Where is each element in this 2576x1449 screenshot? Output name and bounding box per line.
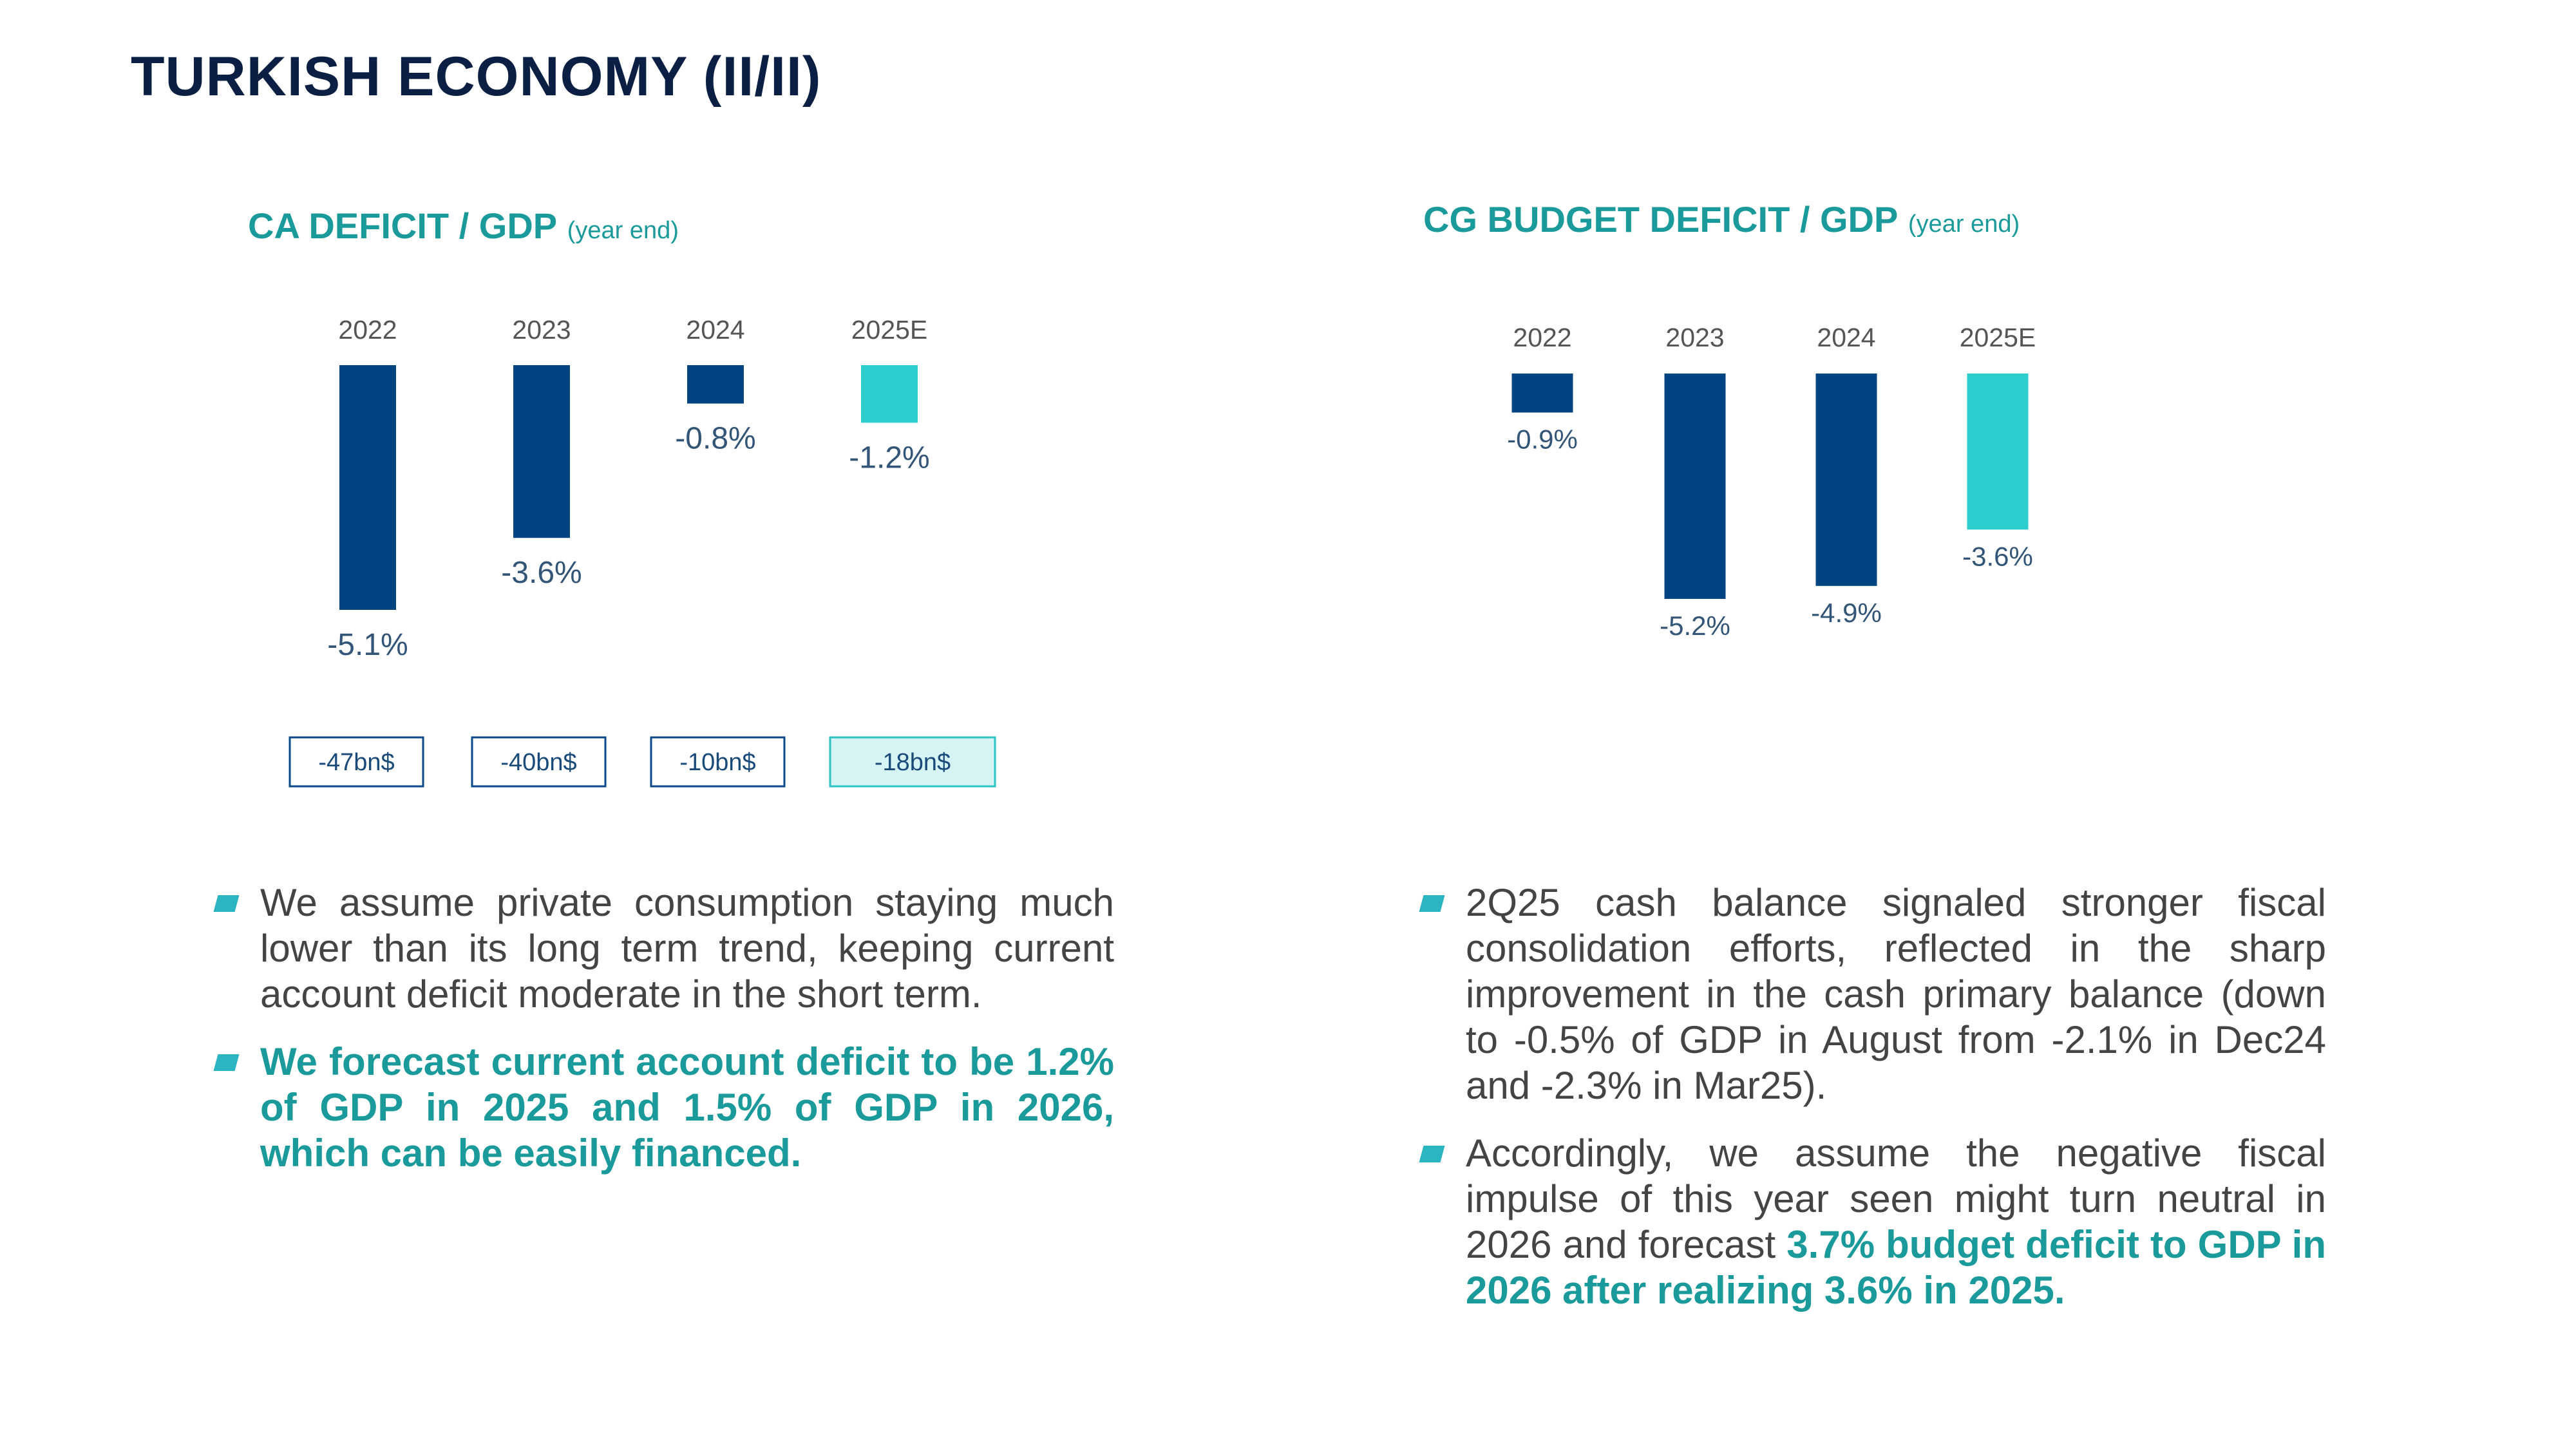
cg-bullet-1: 2Q25 cash balance signaled stronger fisc…: [1419, 880, 2326, 1108]
ca-bn-label: -10bn$: [679, 749, 755, 776]
ca-year-label: 2024: [686, 315, 744, 345]
cg-bar: [1511, 374, 1573, 413]
cg-year-label: 2025E: [1960, 323, 2036, 352]
ca-value-label: -5.1%: [327, 628, 408, 662]
cg-bullet-2-bold: 3.7% budget deficit to GDP in 2026 after…: [1466, 1223, 2326, 1312]
bullet-marker-icon: [213, 895, 240, 912]
ca-chart-title-text: CA DEFICIT / GDP: [248, 205, 558, 246]
cg-budget-deficit-chart: 2022 -0.9% 2023 -5.2% 2024 -4.9% 2025E -3.6%: [1507, 323, 2036, 641]
cg-chart-subtitle: (year end): [1908, 211, 2020, 238]
ca-bullet-1: We assume private consumption staying mu…: [213, 880, 1114, 1017]
page-title: TURKISH ECONOMY (II/II): [131, 46, 822, 108]
ca-year-label: 2025E: [851, 315, 928, 345]
cg-bar: [1967, 374, 2029, 530]
ca-bar: [687, 365, 744, 404]
ca-bullet-2: We forecast current account deficit to b…: [213, 1039, 1114, 1176]
ca-bn-box: [471, 736, 607, 788]
bullet-marker-icon: [1419, 1146, 1445, 1162]
ca-bn-label: -47bn$: [318, 749, 394, 776]
ca-year-label: 2022: [338, 315, 397, 345]
ca-chart-subtitle: (year end): [567, 217, 679, 244]
ca-bar: [513, 365, 570, 538]
cg-value-label: -0.9%: [1507, 424, 1578, 455]
cg-value-label: -3.6%: [1962, 541, 2033, 571]
ca-bullet-1-text: We assume private consumption staying mu…: [260, 881, 1114, 1016]
cg-chart-title: CG BUDGET DEFICIT / GDP (year end): [1423, 198, 2020, 240]
cg-bullet-2: Accordingly, we assume the negative fisc…: [1419, 1130, 2326, 1313]
cg-bullet-1-text: 2Q25 cash balance signaled stronger fisc…: [1466, 881, 2326, 1107]
bullet-marker-icon: [1419, 895, 1445, 912]
ca-bn-box: [289, 736, 424, 788]
bullet-marker-icon: [213, 1054, 240, 1071]
ca-bullet-2-text: We forecast current account deficit to b…: [260, 1040, 1114, 1175]
ca-bn-box: [650, 736, 786, 788]
ca-chart-title: CA DEFICIT / GDP (year end): [248, 205, 679, 247]
ca-bn-label: -18bn$: [875, 749, 951, 776]
ca-value-label: -3.6%: [501, 556, 582, 590]
cg-year-label: 2024: [1817, 323, 1875, 352]
ca-bn-label: -40bn$: [500, 749, 576, 776]
ca-value-label: -0.8%: [675, 422, 755, 456]
ca-bn-box: [829, 736, 996, 788]
cg-year-label: 2022: [1513, 323, 1571, 352]
ca-deficit-chart: 2022 -5.1% -47bn$ 2023 -3.6% -40bn$ 2024 -0.8% -…: [289, 315, 996, 788]
ca-bar: [861, 365, 918, 423]
cg-bar: [1664, 374, 1726, 599]
ca-bullet-list: We assume private consumption staying mu…: [213, 880, 1114, 1198]
cg-chart-title-text: CG BUDGET DEFICIT / GDP: [1423, 199, 1899, 240]
cg-bar: [1815, 374, 1877, 586]
ca-value-label: -1.2%: [849, 440, 929, 475]
cg-bullet-2-text: Accordingly, we assume the negative fisc…: [1466, 1132, 2326, 1266]
cg-bullet-list: 2Q25 cash balance signaled stronger fisc…: [1419, 880, 2326, 1335]
ca-bar: [339, 365, 396, 610]
ca-year-label: 2023: [512, 315, 571, 345]
cg-value-label: -4.9%: [1811, 598, 1882, 628]
cg-year-label: 2023: [1665, 323, 1724, 352]
cg-value-label: -5.2%: [1660, 611, 1730, 641]
